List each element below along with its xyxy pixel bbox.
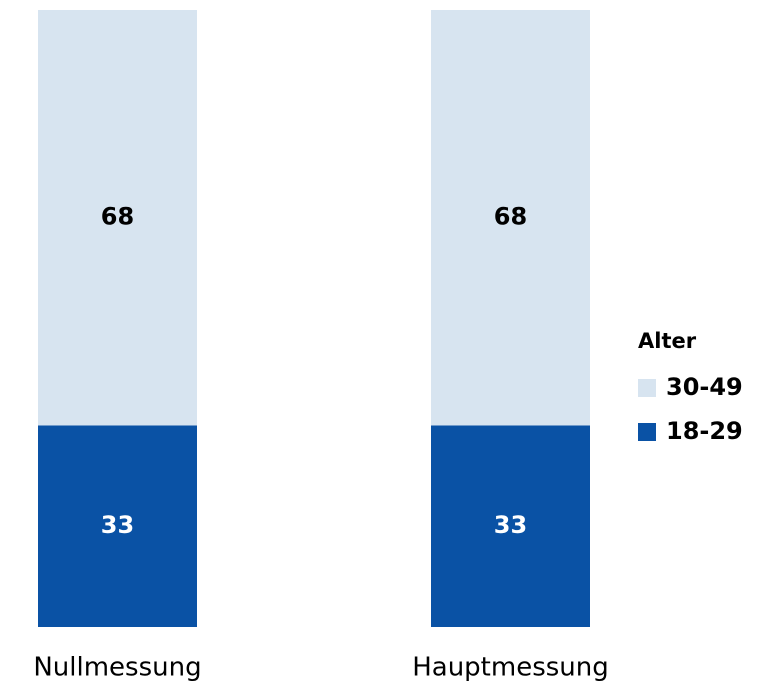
bar-segment xyxy=(38,425,197,627)
legend-label: 18-29 xyxy=(666,417,743,445)
x-tick-label: Hauptmessung xyxy=(412,653,609,683)
value-label: 33 xyxy=(101,511,134,539)
legend-swatch xyxy=(638,379,656,397)
value-label: 68 xyxy=(494,203,527,231)
value-label: 33 xyxy=(494,511,527,539)
bar-segment xyxy=(431,425,590,627)
legend-title: Alter xyxy=(638,329,697,353)
legend-swatch xyxy=(638,423,656,441)
value-label: 68 xyxy=(101,203,134,231)
x-tick-label: Nullmessung xyxy=(33,653,201,683)
bar-segment xyxy=(38,10,197,426)
bar-segment xyxy=(431,10,590,426)
legend-label: 30-49 xyxy=(666,373,743,401)
